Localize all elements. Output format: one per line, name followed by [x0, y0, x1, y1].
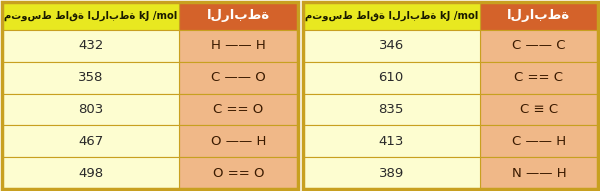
Text: C —— C: C —— C: [512, 39, 566, 52]
Text: 467: 467: [78, 135, 103, 148]
Text: C == O: C == O: [213, 103, 263, 116]
Text: الرابطة: الرابطة: [207, 10, 270, 23]
Bar: [480, 62, 598, 94]
Text: 803: 803: [78, 103, 103, 116]
Text: 835: 835: [379, 103, 404, 116]
Text: 432: 432: [78, 39, 103, 52]
Bar: [179, 30, 298, 62]
Bar: [179, 62, 298, 94]
Bar: [302, 157, 480, 189]
Text: H —— H: H —— H: [211, 39, 266, 52]
Bar: [480, 125, 598, 157]
Bar: [2, 62, 179, 94]
Bar: [2, 2, 179, 30]
Bar: [480, 157, 598, 189]
Bar: [2, 94, 179, 125]
Bar: [2, 157, 179, 189]
Text: متوسط طاقة الرابطة kJ /mol: متوسط طاقة الرابطة kJ /mol: [4, 11, 177, 21]
Bar: [179, 2, 298, 30]
Text: متوسط طاقة الرابطة kJ /mol: متوسط طاقة الرابطة kJ /mol: [305, 11, 478, 21]
Bar: [302, 62, 480, 94]
Text: C —— H: C —— H: [512, 135, 566, 148]
Bar: [480, 2, 598, 30]
Bar: [302, 2, 480, 30]
Text: C ≡ C: C ≡ C: [520, 103, 558, 116]
Bar: [179, 157, 298, 189]
Text: الرابطة: الرابطة: [508, 10, 571, 23]
Text: 358: 358: [78, 71, 103, 84]
Text: C —— O: C —— O: [211, 71, 266, 84]
Text: O —— H: O —— H: [211, 135, 266, 148]
Bar: [2, 30, 179, 62]
Bar: [302, 2, 598, 189]
Bar: [302, 94, 480, 125]
Bar: [179, 125, 298, 157]
Text: C == C: C == C: [514, 71, 563, 84]
Text: 413: 413: [379, 135, 404, 148]
Bar: [480, 94, 598, 125]
Bar: [302, 30, 480, 62]
Bar: [179, 94, 298, 125]
Bar: [480, 30, 598, 62]
Text: 498: 498: [78, 167, 103, 180]
Bar: [302, 125, 480, 157]
Bar: [2, 2, 298, 189]
Text: O == O: O == O: [212, 167, 264, 180]
Bar: [2, 125, 179, 157]
Text: 610: 610: [379, 71, 404, 84]
Text: N —— H: N —— H: [512, 167, 566, 180]
Text: 346: 346: [379, 39, 404, 52]
Text: 389: 389: [379, 167, 404, 180]
